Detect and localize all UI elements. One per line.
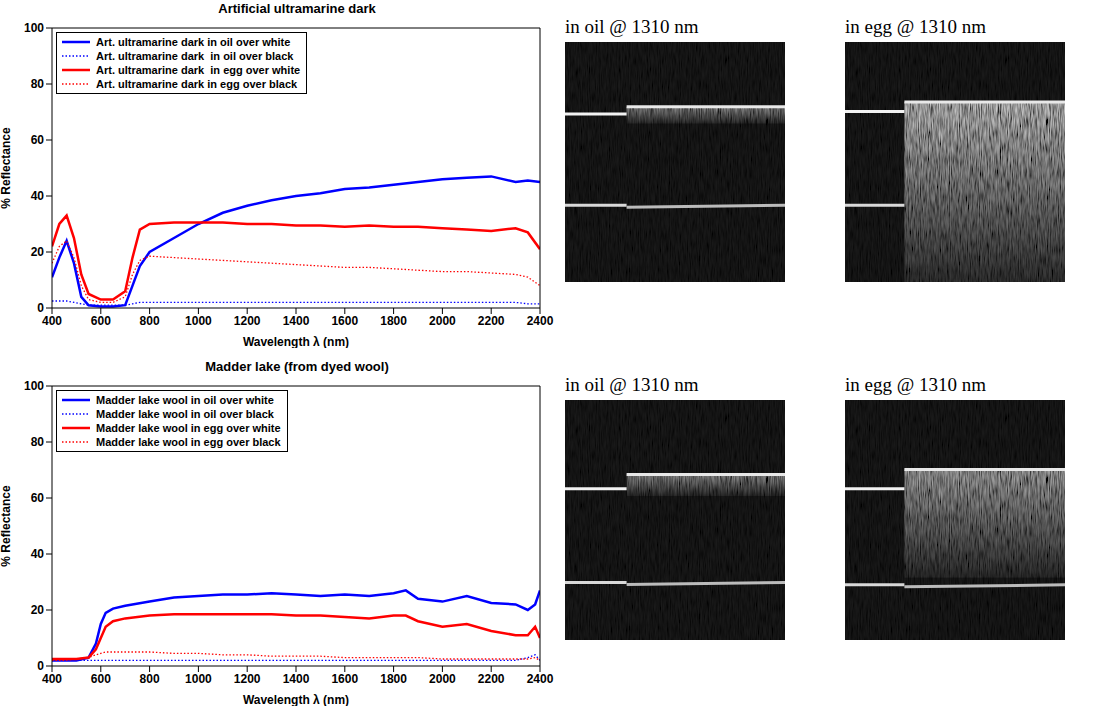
- svg-text:2000: 2000: [429, 672, 456, 686]
- svg-text:1200: 1200: [234, 314, 261, 328]
- html-text:Artificial ultramarine dark: Artificial ultramarine dark: [218, 1, 376, 16]
- svg-text:1800: 1800: [380, 314, 407, 328]
- html-text:in egg @ 1310 nm: in egg @ 1310 nm: [845, 374, 986, 395]
- svg-text:100: 100: [24, 379, 44, 393]
- svg-text:80: 80: [31, 435, 45, 449]
- svg-text:400: 400: [42, 314, 62, 328]
- html-text:in egg @ 1310 nm: in egg @ 1310 nm: [845, 16, 986, 37]
- svg-text:1600: 1600: [331, 314, 358, 328]
- html-text:Art. ultramarine dark in egg o: Art. ultramarine dark in egg over black: [96, 78, 298, 90]
- svg-text:0: 0: [37, 659, 44, 673]
- svg-text:800: 800: [140, 314, 160, 328]
- html-text:Madder lake wool in egg over b: Madder lake wool in egg over black: [96, 436, 281, 448]
- html-text:Art. ultramarine dark in oil o: Art. ultramarine dark in oil over white: [96, 36, 291, 48]
- svg-text:800: 800: [140, 672, 160, 686]
- html-text:Madder lake wool in oil over b: Madder lake wool in oil over black: [96, 408, 274, 420]
- html-text:Art. ultramarine dark in egg o: Art. ultramarine dark in egg over white: [96, 64, 301, 76]
- svg-text:Wavelength λ (nm): Wavelength λ (nm): [243, 335, 349, 348]
- svg-text:60: 60: [31, 133, 45, 147]
- html-text:in oil @ 1310 nm: in oil @ 1310 nm: [565, 374, 699, 395]
- svg-text:400: 400: [42, 672, 62, 686]
- svg-text:2400: 2400: [527, 672, 554, 686]
- svg-text:2200: 2200: [478, 314, 505, 328]
- svg-text:1400: 1400: [283, 314, 310, 328]
- svg-text:% Reflectance: % Reflectance: [0, 127, 13, 209]
- svg-text:0: 0: [37, 301, 44, 315]
- svg-text:1000: 1000: [185, 672, 212, 686]
- svg-text:60: 60: [31, 491, 45, 505]
- html-text:Madder lake (from dyed wool): Madder lake (from dyed wool): [205, 359, 389, 374]
- svg-text:Wavelength λ (nm): Wavelength λ (nm): [243, 693, 349, 706]
- svg-text:600: 600: [91, 314, 111, 328]
- svg-text:2400: 2400: [527, 314, 554, 328]
- svg-text:1000: 1000: [185, 314, 212, 328]
- svg-text:1400: 1400: [283, 672, 310, 686]
- svg-text:20: 20: [31, 603, 45, 617]
- svg-text:100: 100: [24, 21, 44, 35]
- svg-text:20: 20: [31, 245, 45, 259]
- svg-text:1200: 1200: [234, 672, 261, 686]
- svg-text:2000: 2000: [429, 314, 456, 328]
- html-text:Art. ultramarine dark in oil o: Art. ultramarine dark in oil over black: [96, 50, 294, 62]
- html-text:Madder lake wool in egg over w: Madder lake wool in egg over white: [96, 422, 281, 434]
- svg-text:2200: 2200: [478, 672, 505, 686]
- html-text:Madder lake wool in oil over w: Madder lake wool in oil over white: [96, 394, 274, 406]
- svg-text:40: 40: [31, 547, 45, 561]
- svg-text:1600: 1600: [331, 672, 358, 686]
- svg-text:% Reflectance: % Reflectance: [0, 485, 13, 567]
- html-text:in oil @ 1310 nm: in oil @ 1310 nm: [565, 16, 699, 37]
- svg-text:40: 40: [31, 189, 45, 203]
- svg-text:600: 600: [91, 672, 111, 686]
- svg-text:80: 80: [31, 77, 45, 91]
- svg-text:1800: 1800: [380, 672, 407, 686]
